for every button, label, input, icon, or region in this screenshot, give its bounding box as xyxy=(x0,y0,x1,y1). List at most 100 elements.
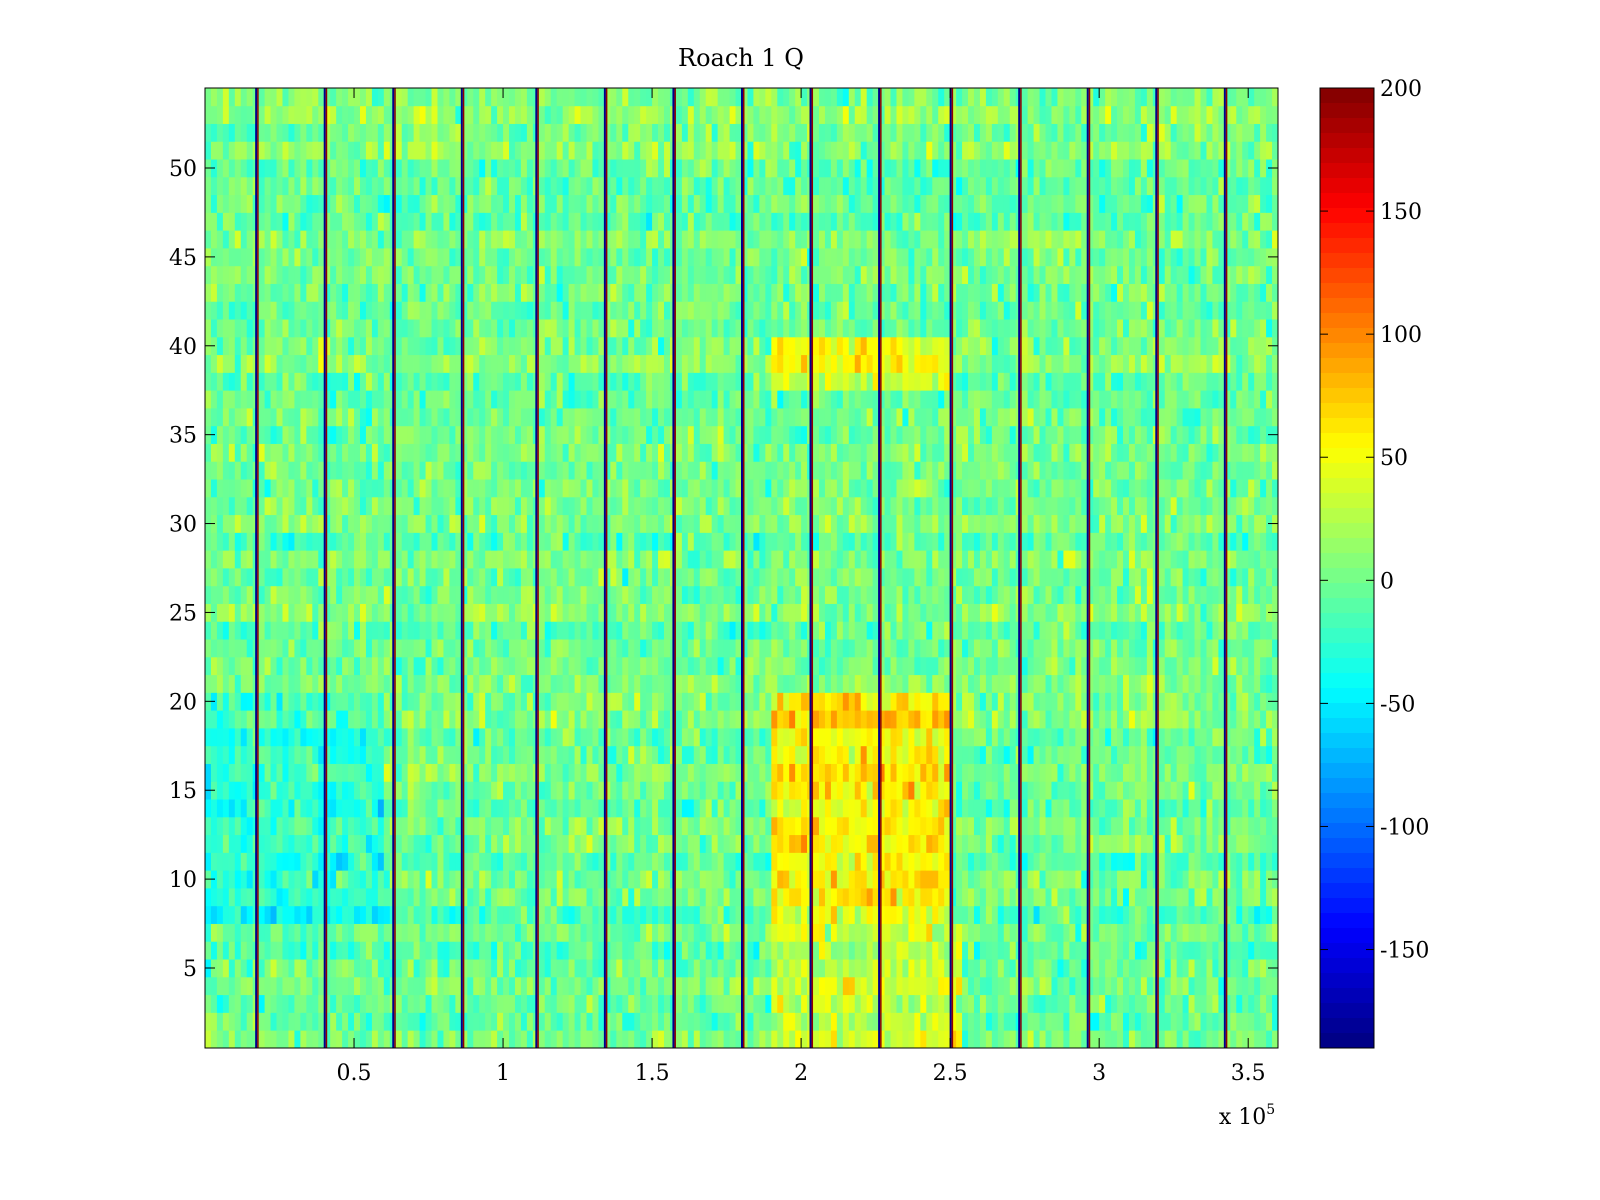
heatmap-cell xyxy=(562,799,570,818)
heatmap-cell xyxy=(306,870,313,889)
heatmap-cell xyxy=(1236,888,1243,907)
heatmap-cell xyxy=(932,852,939,871)
heatmap-cell xyxy=(479,781,486,800)
heatmap-cell xyxy=(914,816,921,836)
heatmap-cell xyxy=(383,550,391,569)
heatmap-cell xyxy=(455,852,462,871)
heatmap-cell xyxy=(246,568,254,587)
heatmap-cell xyxy=(264,763,271,782)
heatmap-cell xyxy=(383,745,391,764)
heatmap-cell xyxy=(1164,710,1172,729)
heatmap-cell xyxy=(342,550,349,569)
heatmap-cell xyxy=(401,994,409,1013)
heatmap-cell xyxy=(443,976,450,996)
heatmap-cell xyxy=(926,976,933,996)
heatmap-cell xyxy=(467,692,474,711)
heatmap-cell xyxy=(1230,959,1237,978)
heatmap-cell xyxy=(1051,728,1058,747)
heatmap-cell xyxy=(604,710,611,729)
heatmap-cell xyxy=(306,745,313,764)
heatmap-cell xyxy=(509,621,516,640)
heatmap-cell xyxy=(1045,692,1052,711)
heatmap-cell xyxy=(747,959,754,978)
heatmap-cell xyxy=(1146,639,1154,658)
heatmap-cell xyxy=(896,692,903,711)
heatmap-cell xyxy=(479,905,486,924)
heatmap-cell xyxy=(1170,603,1178,622)
heatmap-cell xyxy=(1200,799,1207,818)
heatmap-cell xyxy=(896,888,903,907)
heatmap-cell xyxy=(592,959,599,978)
heatmap-cell xyxy=(419,816,426,836)
heatmap-cell xyxy=(1164,888,1172,907)
heatmap-cell xyxy=(783,692,790,711)
heatmap-cell xyxy=(312,834,319,853)
heatmap-cell xyxy=(902,870,909,889)
heatmap-cell xyxy=(1075,674,1082,693)
heatmap-cell xyxy=(848,870,856,889)
heatmap-cell xyxy=(795,923,802,942)
heatmap-cell xyxy=(1009,621,1017,640)
heatmap-cell xyxy=(1057,994,1064,1013)
heatmap-cell xyxy=(1170,763,1178,782)
heatmap-cell xyxy=(216,656,224,676)
heatmap-cell xyxy=(300,568,307,587)
heatmap-cell xyxy=(205,799,212,818)
heatmap-cell xyxy=(1003,585,1011,604)
heatmap-cell xyxy=(443,603,450,622)
heatmap-cell xyxy=(1069,656,1076,676)
heatmap-cell xyxy=(592,852,599,871)
heatmap-cell xyxy=(884,923,891,942)
heatmap-cell xyxy=(693,941,701,960)
heatmap-cell xyxy=(425,905,432,924)
heatmap-cell xyxy=(306,941,313,960)
heatmap-cell xyxy=(514,568,522,587)
heatmap-cell xyxy=(210,941,218,960)
heatmap-cell xyxy=(1218,816,1225,836)
heatmap-cell xyxy=(509,870,516,889)
heatmap-cell xyxy=(1033,745,1040,764)
heatmap-cell xyxy=(509,816,516,836)
heatmap-cell xyxy=(228,959,236,978)
heatmap-cell xyxy=(664,763,671,782)
heatmap-cell xyxy=(1009,1012,1017,1031)
heatmap-cell xyxy=(699,781,707,800)
heatmap-cell xyxy=(294,799,301,818)
heatmap-cell xyxy=(1075,994,1082,1013)
heatmap-cell xyxy=(824,763,832,782)
heatmap-cell xyxy=(1158,585,1166,604)
heatmap-cell xyxy=(216,941,224,960)
heatmap-cell xyxy=(616,585,623,604)
heatmap-cell xyxy=(1248,905,1255,924)
heatmap-cell xyxy=(210,674,218,693)
heatmap-cell xyxy=(586,816,593,836)
heatmap-cell xyxy=(717,941,725,960)
heatmap-cell xyxy=(574,816,581,836)
heatmap-cell xyxy=(795,799,802,818)
heatmap-cell xyxy=(1212,568,1219,587)
heatmap-cell xyxy=(920,994,927,1013)
heatmap-cell xyxy=(723,888,730,907)
heatmap-cell xyxy=(580,888,587,907)
heatmap-cell xyxy=(1176,568,1184,587)
heatmap-cell xyxy=(538,834,546,853)
heatmap-cell xyxy=(240,905,248,924)
heatmap-cell xyxy=(634,745,641,764)
heatmap-cell xyxy=(1069,1030,1076,1049)
heatmap-cell xyxy=(497,888,504,907)
heatmap-cell xyxy=(288,674,295,693)
heatmap-cell xyxy=(1111,674,1118,693)
heatmap-cell xyxy=(276,799,283,818)
heatmap-cell xyxy=(604,834,611,853)
heatmap-cell xyxy=(854,976,862,996)
heatmap-cell xyxy=(979,763,987,782)
heatmap-cell xyxy=(765,550,772,569)
heatmap-cell xyxy=(300,959,307,978)
heatmap-cell xyxy=(1003,1012,1011,1031)
heatmap-cell xyxy=(1254,905,1261,924)
heatmap-cell xyxy=(282,941,289,960)
heatmap-cell xyxy=(562,976,570,996)
heatmap-cell xyxy=(765,852,772,871)
heatmap-cell xyxy=(1260,976,1267,996)
heatmap-cell xyxy=(1266,585,1273,604)
